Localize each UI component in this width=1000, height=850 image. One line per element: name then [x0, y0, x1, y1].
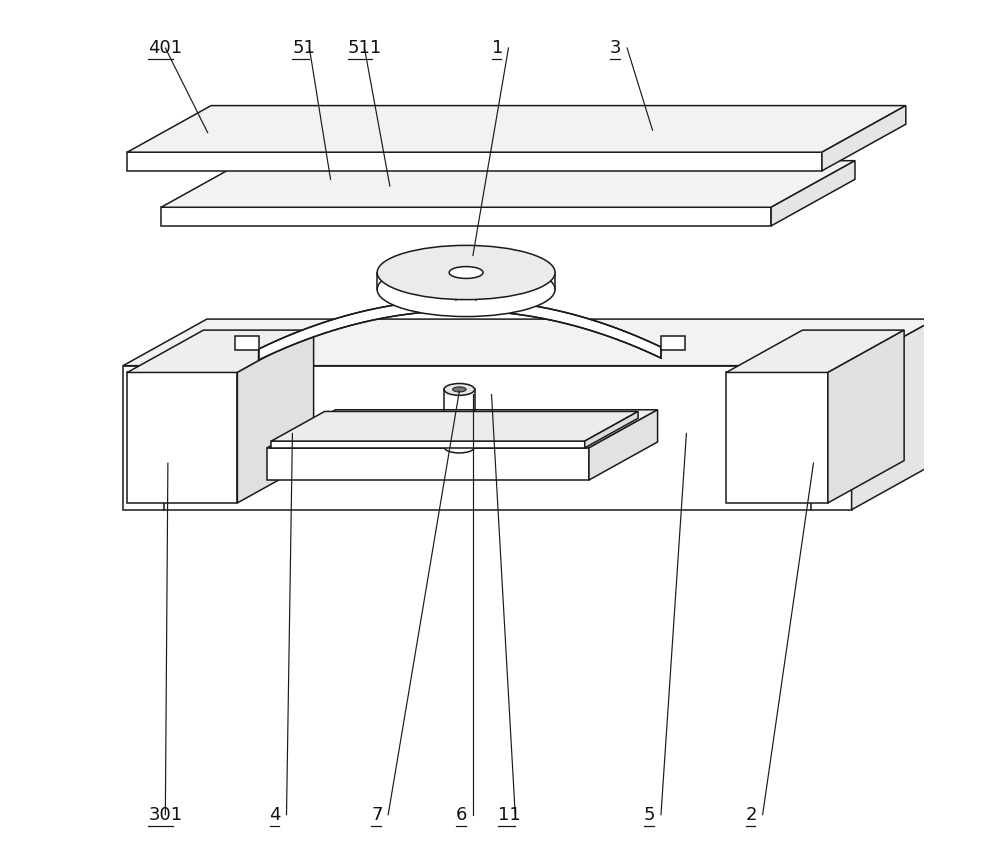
Text: 5: 5	[644, 806, 656, 824]
Polygon shape	[585, 411, 638, 448]
Text: 301: 301	[148, 806, 183, 824]
Text: 6: 6	[456, 806, 467, 824]
Polygon shape	[127, 330, 314, 372]
Polygon shape	[271, 411, 638, 441]
Ellipse shape	[377, 246, 555, 299]
Polygon shape	[161, 207, 771, 226]
Text: 2: 2	[746, 806, 757, 824]
Polygon shape	[661, 336, 685, 349]
Polygon shape	[822, 105, 906, 171]
Polygon shape	[127, 372, 237, 503]
Text: 51: 51	[292, 39, 315, 57]
Polygon shape	[123, 366, 852, 510]
Polygon shape	[237, 330, 314, 503]
Ellipse shape	[449, 267, 483, 279]
Text: 4: 4	[270, 806, 281, 824]
Text: 7: 7	[371, 806, 383, 824]
Polygon shape	[267, 410, 658, 448]
Ellipse shape	[444, 441, 475, 453]
Ellipse shape	[377, 263, 555, 316]
Polygon shape	[267, 448, 589, 480]
Text: 1: 1	[492, 39, 503, 57]
Polygon shape	[127, 152, 822, 171]
Ellipse shape	[456, 296, 476, 303]
Text: 3: 3	[610, 39, 622, 57]
Polygon shape	[235, 336, 259, 349]
Text: 401: 401	[148, 39, 183, 57]
Polygon shape	[828, 330, 904, 503]
Polygon shape	[726, 330, 904, 372]
Polygon shape	[852, 319, 935, 510]
Polygon shape	[259, 299, 661, 360]
Polygon shape	[123, 319, 935, 366]
Ellipse shape	[453, 387, 466, 392]
Polygon shape	[127, 105, 906, 152]
Text: 511: 511	[348, 39, 382, 57]
Polygon shape	[771, 161, 855, 226]
Text: 11: 11	[498, 806, 521, 824]
Ellipse shape	[444, 383, 475, 395]
Polygon shape	[589, 410, 658, 480]
Polygon shape	[271, 441, 585, 448]
Polygon shape	[726, 372, 828, 503]
Polygon shape	[161, 161, 855, 207]
